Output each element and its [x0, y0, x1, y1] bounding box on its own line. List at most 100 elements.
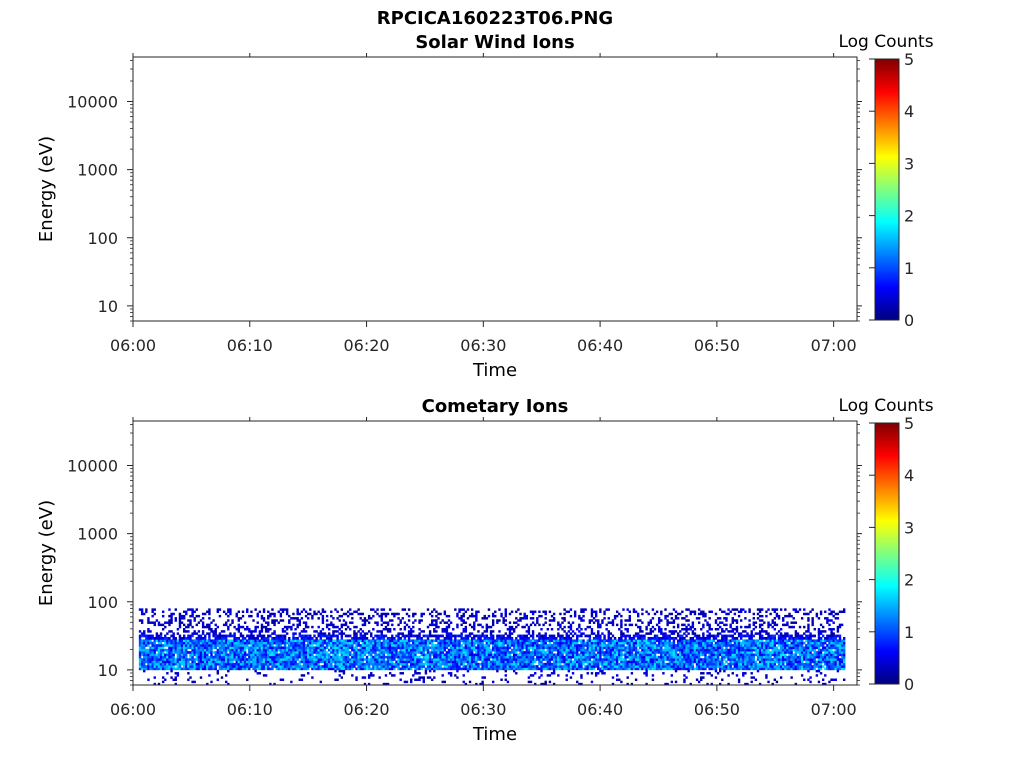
cometary-heatmap-cell	[296, 667, 299, 671]
cometary-heatmap-cell	[527, 636, 531, 640]
cometary-heatmap-cell	[321, 634, 325, 638]
cometary-heatmap-cell	[586, 641, 589, 645]
cometary-heatmap-cell	[267, 646, 270, 650]
cometary-heatmap-cell	[685, 641, 688, 645]
cometary-heatmap-cell	[647, 644, 650, 647]
cometary-heatmap-cell	[391, 667, 394, 671]
cometary-heatmap-cell	[733, 655, 737, 659]
cometary-heatmap-cell	[464, 644, 468, 647]
cometary-heatmap-cell	[208, 608, 211, 611]
cometary-heatmap-cell	[151, 655, 154, 659]
cometary-heatmap-cell	[359, 660, 362, 664]
cometary-heatmap-cell	[721, 641, 724, 645]
cometary-heatmap-cell	[622, 634, 625, 638]
cometary-heatmap-cell	[655, 660, 659, 664]
cometary-heatmap-cell	[786, 667, 789, 671]
cometary-heatmap-cell	[445, 662, 449, 666]
cometary-heatmap-cell	[782, 667, 785, 671]
cometary-heatmap-cell	[773, 648, 777, 652]
cometary-heatmap-cell	[275, 653, 278, 657]
cometary-heatmap-cell	[191, 665, 194, 668]
cometary-heatmap-cell	[336, 651, 339, 654]
cometary-heatmap-cell	[420, 665, 423, 668]
cometary-heatmap-cell	[330, 644, 333, 647]
cometary-heatmap-cell	[735, 667, 739, 671]
cometary-heatmap-cell	[723, 658, 726, 661]
cometary-heatmap-cell	[178, 667, 182, 671]
cometary-heatmap-cell	[405, 634, 409, 638]
cometary-heatmap-cell	[216, 651, 220, 654]
cometary-heatmap-cell	[388, 648, 392, 652]
cometary-heatmap-cell	[485, 646, 489, 650]
cometary-heatmap-cell	[340, 660, 344, 664]
cometary-heatmap-cell	[279, 646, 283, 650]
cometary-heatmap-cell	[208, 644, 211, 647]
cometary-heatmap-cell	[697, 660, 701, 664]
cometary-heatmap-cell	[742, 655, 745, 659]
cometary-heatmap-cell	[334, 648, 337, 652]
cometary-heatmap-cell	[758, 658, 762, 661]
cometary-heatmap-cell	[227, 619, 230, 622]
cometary-heatmap-cell	[176, 646, 180, 650]
cometary-heatmap-cell	[624, 655, 627, 659]
cometary-heatmap-cell	[525, 662, 528, 666]
cometary-heatmap-cell	[672, 658, 676, 661]
cometary-heatmap-cell	[559, 662, 562, 666]
cometary-heatmap-cell	[563, 660, 566, 664]
cometary-heatmap-cell	[664, 662, 667, 666]
cometary-heatmap-cell	[185, 651, 188, 654]
cometary-heatmap-cell	[479, 634, 482, 638]
cometary-heatmap-cell	[275, 634, 278, 638]
cometary-heatmap-cell	[834, 641, 837, 645]
cometary-heatmap-cell	[615, 639, 619, 643]
cometary-heatmap-cell	[458, 651, 461, 654]
cometary-heatmap-cell	[210, 658, 213, 661]
cometary-heatmap-cell	[567, 653, 571, 657]
cometary-heatmap-cell	[773, 639, 777, 643]
cometary-heatmap-cell	[145, 610, 148, 614]
cometary-heatmap-cell	[431, 648, 434, 652]
cometary-heatmap-cell	[496, 639, 499, 643]
cometary-heatmap-cell	[317, 662, 320, 666]
cometary-heatmap-cell	[372, 667, 375, 671]
cometary-heatmap-cell	[281, 634, 285, 638]
cometary-heatmap-cell	[424, 658, 428, 661]
cometary-heatmap-cell	[294, 660, 297, 664]
cometary-heatmap-cell	[489, 660, 493, 664]
cometary-heatmap-cell	[733, 639, 737, 643]
solar-wind-x-tick-label: 06:30	[460, 336, 506, 355]
cometary-heatmap-cell	[790, 644, 793, 647]
cometary-heatmap-cell	[344, 646, 348, 650]
cometary-heatmap-cell	[628, 665, 631, 668]
cometary-heatmap-cell	[779, 651, 783, 654]
cometary-heatmap-cell	[565, 646, 568, 650]
cometary-heatmap-cell	[733, 636, 737, 640]
cometary-heatmap-cell	[672, 639, 676, 643]
cometary-heatmap-cell	[611, 655, 615, 659]
cometary-heatmap-cell	[328, 648, 331, 652]
cometary-heatmap-cell	[182, 655, 186, 659]
cometary-heatmap-cell	[258, 653, 262, 657]
cometary-heatmap-cell	[283, 641, 287, 645]
cometary-heatmap-cell	[521, 641, 524, 645]
cometary-heatmap-cell	[487, 653, 491, 657]
cometary-heatmap-cell	[510, 667, 514, 671]
cometary-heatmap-cell	[178, 648, 182, 652]
cometary-heatmap-cell	[374, 634, 377, 638]
cometary-heatmap-cell	[239, 641, 243, 645]
cometary-heatmap-cell	[328, 639, 331, 643]
cometary-heatmap-cell	[229, 608, 232, 611]
cometary-heatmap-cell	[552, 634, 556, 638]
cometary-heatmap-cell	[180, 646, 184, 650]
cometary-heatmap-cell	[536, 646, 539, 650]
cometary-heatmap-cell	[300, 639, 304, 643]
cometary-heatmap-cell	[517, 662, 520, 666]
cometary-heatmap-cell	[729, 644, 732, 647]
cometary-heatmap-cell	[803, 665, 806, 668]
cometary-heatmap-cell	[653, 653, 657, 657]
cometary-heatmap-cell	[515, 648, 518, 652]
cometary-heatmap-cell	[361, 658, 365, 661]
cometary-heatmap-cell	[693, 644, 697, 647]
cometary-heatmap-cell	[147, 658, 150, 661]
cometary-heatmap-cell	[599, 651, 602, 654]
